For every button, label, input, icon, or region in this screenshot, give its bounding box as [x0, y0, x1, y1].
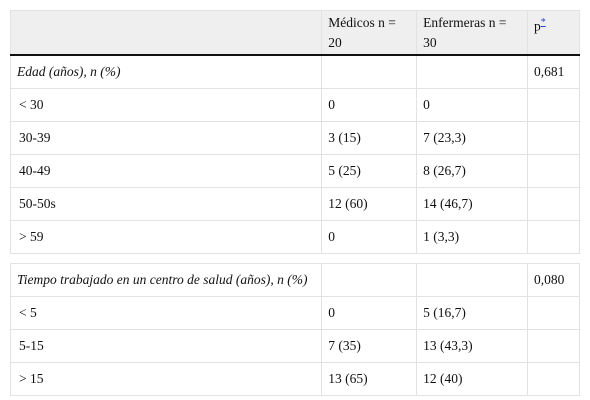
p-value: 0,080 [527, 263, 580, 297]
cell [527, 88, 580, 122]
cell: 1 (3,3) [416, 220, 528, 254]
cell [527, 187, 580, 221]
row-label: > 59 [9, 220, 323, 254]
cell [321, 263, 418, 297]
spacer-row [10, 253, 580, 264]
section-row: Edad (años), n (%) 0,681 [9, 54, 580, 89]
cell: 8 (26,7) [416, 154, 528, 188]
row-label: 5-15 [9, 329, 323, 363]
cell [527, 296, 580, 330]
cell [321, 54, 418, 89]
cell: 7 (35) [321, 329, 418, 363]
row-label: 30-39 [9, 121, 323, 155]
spacer-cell [10, 253, 322, 264]
header-row: Médicos n = 20 Enfermeras n = 30 p* [9, 10, 580, 56]
section-title: Edad (años), n (%) [9, 54, 323, 89]
header-cell: p* [527, 10, 580, 56]
cell: 0 [321, 220, 418, 254]
header-text: p [534, 18, 541, 34]
row-label: 50-50s [9, 187, 323, 221]
header-cell: Enfermeras n = 30 [416, 10, 528, 56]
cell: 5 (16,7) [416, 296, 528, 330]
data-row: 50-50s 12 (60) 14 (46,7) [9, 187, 580, 221]
cell: 14 (46,7) [416, 187, 528, 221]
data-row: > 59 0 1 (3,3) [9, 220, 580, 254]
cell [527, 121, 580, 155]
header-cell: Médicos n = 20 [321, 10, 418, 56]
spacer-cell [527, 253, 580, 264]
cell: 13 (43,3) [416, 329, 528, 363]
cell: 12 (40) [416, 362, 528, 396]
cell: 12 (60) [321, 187, 418, 221]
cell [527, 329, 580, 363]
spacer-cell [321, 253, 417, 264]
cell [527, 220, 580, 254]
cell: 0 [321, 296, 418, 330]
cell [527, 362, 580, 396]
p-value: 0,681 [527, 54, 580, 89]
data-row: 30-39 3 (15) 7 (23,3) [9, 121, 580, 155]
cell: 0 [321, 88, 418, 122]
spacer-cell [416, 253, 528, 264]
cell: 7 (23,3) [416, 121, 528, 155]
data-row: 5-15 7 (35) 13 (43,3) [9, 329, 580, 363]
row-label: 40-49 [9, 154, 323, 188]
data-row: > 15 13 (65) 12 (40) [9, 362, 580, 396]
footnote-link[interactable]: * [540, 17, 546, 28]
header-cell [9, 10, 323, 56]
data-row: 40-49 5 (25) 8 (26,7) [9, 154, 580, 188]
row-label: > 15 [9, 362, 323, 396]
row-label: < 5 [9, 296, 323, 330]
cell: 5 (25) [321, 154, 418, 188]
cell: 3 (15) [321, 121, 418, 155]
data-table: Médicos n = 20 Enfermeras n = 30 p* Edad… [9, 10, 580, 396]
row-label: < 30 [9, 88, 323, 122]
cell [416, 54, 528, 89]
cell [416, 263, 528, 297]
section-title: Tiempo trabajado en un centro de salud (… [9, 263, 323, 297]
data-row: < 30 0 0 [9, 88, 580, 122]
cell: 13 (65) [321, 362, 418, 396]
table-body: Edad (años), n (%) 0,681 < 30 0 0 30-39 3 (15)… [9, 54, 580, 396]
cell: 0 [416, 88, 528, 122]
cell [527, 154, 580, 188]
section-row: Tiempo trabajado en un centro de salud (… [9, 263, 580, 297]
